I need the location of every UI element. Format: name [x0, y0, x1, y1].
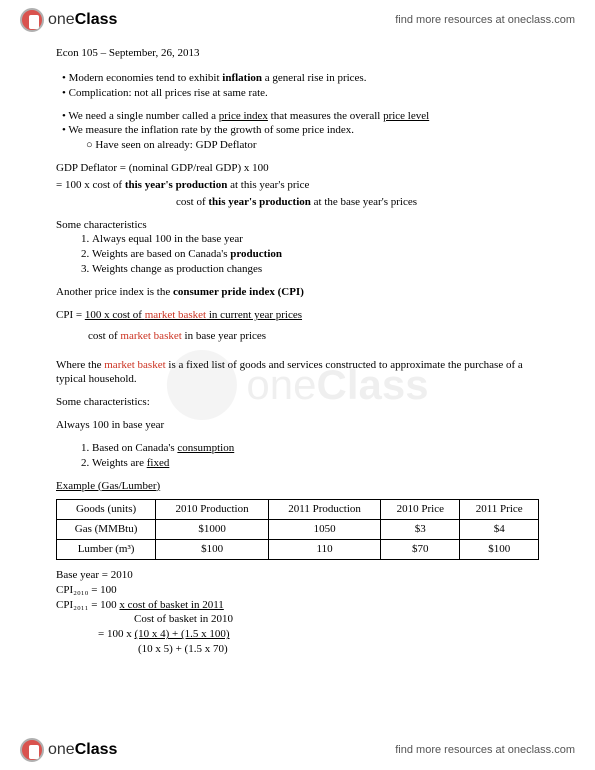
- gdp-formula: GDP Deflator = (nominal GDP/real GDP) x …: [56, 161, 539, 210]
- footer-logo[interactable]: oneClass: [20, 738, 117, 762]
- bullet-price-index: We need a single number called a price i…: [74, 109, 539, 124]
- data-table: Goods (units) 2010 Production 2011 Produ…: [56, 499, 539, 560]
- where-definition: Where the market basket is a fixed list …: [56, 358, 539, 388]
- bullet-inflation: Modern economies tend to exhibit inflati…: [74, 71, 539, 86]
- based-consumption: Based on Canada's consumption: [92, 441, 539, 456]
- bullet-measure: We measure the inflation rate by the gro…: [74, 123, 539, 138]
- header-link[interactable]: find more resources at oneclass.com: [395, 14, 575, 26]
- bullet-complication: Complication: not all prices rise at sam…: [74, 86, 539, 101]
- th-2011-prod: 2011 Production: [268, 500, 380, 520]
- table-row: Gas (MMBtu) $1000 1050 $3 $4: [57, 520, 539, 540]
- logo-icon: [20, 8, 44, 32]
- logo[interactable]: oneClass: [20, 8, 117, 32]
- table-row: Lumber (m³) $100 110 $70 $100: [57, 540, 539, 560]
- sc-1: Always equal 100 in the base year: [92, 232, 539, 247]
- cpi-formula: CPI = 100 x cost of market basket in cur…: [56, 308, 539, 344]
- sc-3: Weights change as production changes: [92, 262, 539, 277]
- title: Econ 105 – September, 26, 2013: [56, 46, 539, 61]
- another-index: Another price index is the consumer prid…: [56, 285, 539, 300]
- sub-bullet-deflator: Have seen on already: GDP Deflator: [100, 138, 539, 153]
- th-goods: Goods (units): [57, 500, 156, 520]
- calculations: Base year = 2010 CPI₂₀₁₀ = 100 CPI₂₀₁₁ =…: [56, 568, 539, 657]
- logo-text: oneClass: [48, 741, 117, 759]
- always-100: Always 100 in base year: [56, 418, 539, 433]
- footer-link[interactable]: find more resources at oneclass.com: [395, 744, 575, 756]
- document-body: Econ 105 – September, 26, 2013 Modern ec…: [0, 40, 595, 667]
- sc-2: Weights are based on Canada's production: [92, 247, 539, 262]
- th-2011-price: 2011 Price: [460, 500, 539, 520]
- th-2010-prod: 2010 Production: [156, 500, 269, 520]
- example-heading: Example (Gas/Lumber): [56, 479, 539, 494]
- some-characteristics-1: Some characteristics: [56, 218, 539, 233]
- th-2010-price: 2010 Price: [381, 500, 460, 520]
- some-characteristics-2: Some characteristics:: [56, 395, 539, 410]
- logo-text: oneClass: [48, 11, 117, 29]
- logo-icon: [20, 738, 44, 762]
- weights-fixed: Weights are fixed: [92, 456, 539, 471]
